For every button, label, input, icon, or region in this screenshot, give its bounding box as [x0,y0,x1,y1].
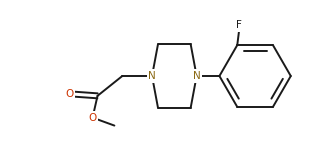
Text: F: F [236,20,242,30]
Text: O: O [88,113,97,123]
Text: O: O [66,89,74,99]
Text: N: N [193,71,201,81]
Text: N: N [148,71,156,81]
